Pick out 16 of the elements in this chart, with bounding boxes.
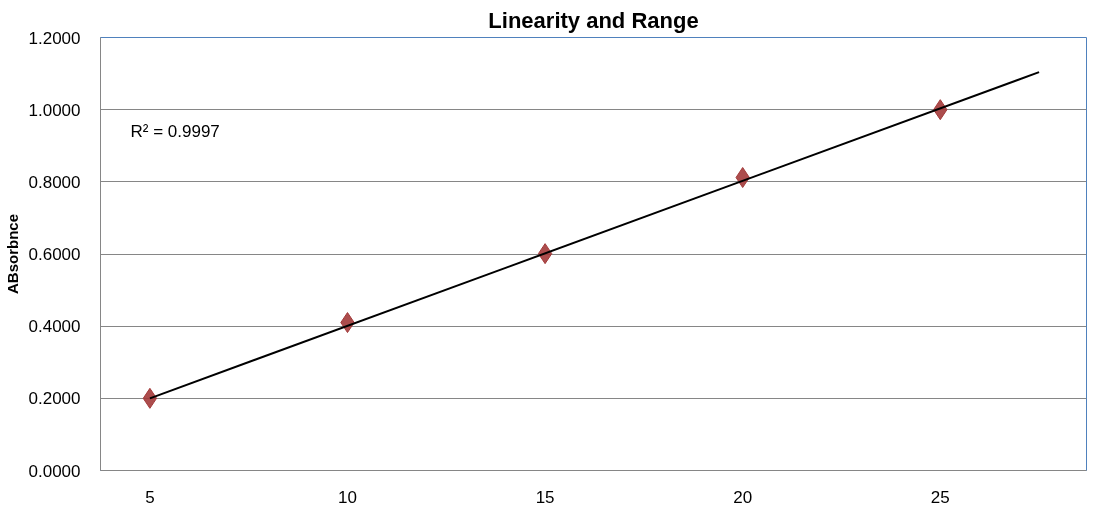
y-tick-label: 0.4000 [28,317,81,337]
x-tick-label: 10 [338,487,357,507]
x-tick-label: 15 [535,487,555,507]
y-tick-label: 1.0000 [28,100,81,120]
y-tick-label: 0.6000 [28,245,81,264]
x-tick-label: 25 [930,487,950,507]
y-tick-label: 0.0000 [28,461,81,481]
annotation: R² = 0.9997 [130,121,220,141]
chart-title: Linearity and Range [488,7,699,33]
point [142,387,158,409]
y-tick-label: 0.2000 [28,389,81,409]
x-tick-label: 20 [733,487,753,507]
x-tick-label: 5 [145,487,155,507]
y-tick-label: 1.2000 [28,28,81,48]
y-tick-label: 0.8000 [28,172,81,192]
y-axis-title: ABsorbnce [3,213,21,295]
